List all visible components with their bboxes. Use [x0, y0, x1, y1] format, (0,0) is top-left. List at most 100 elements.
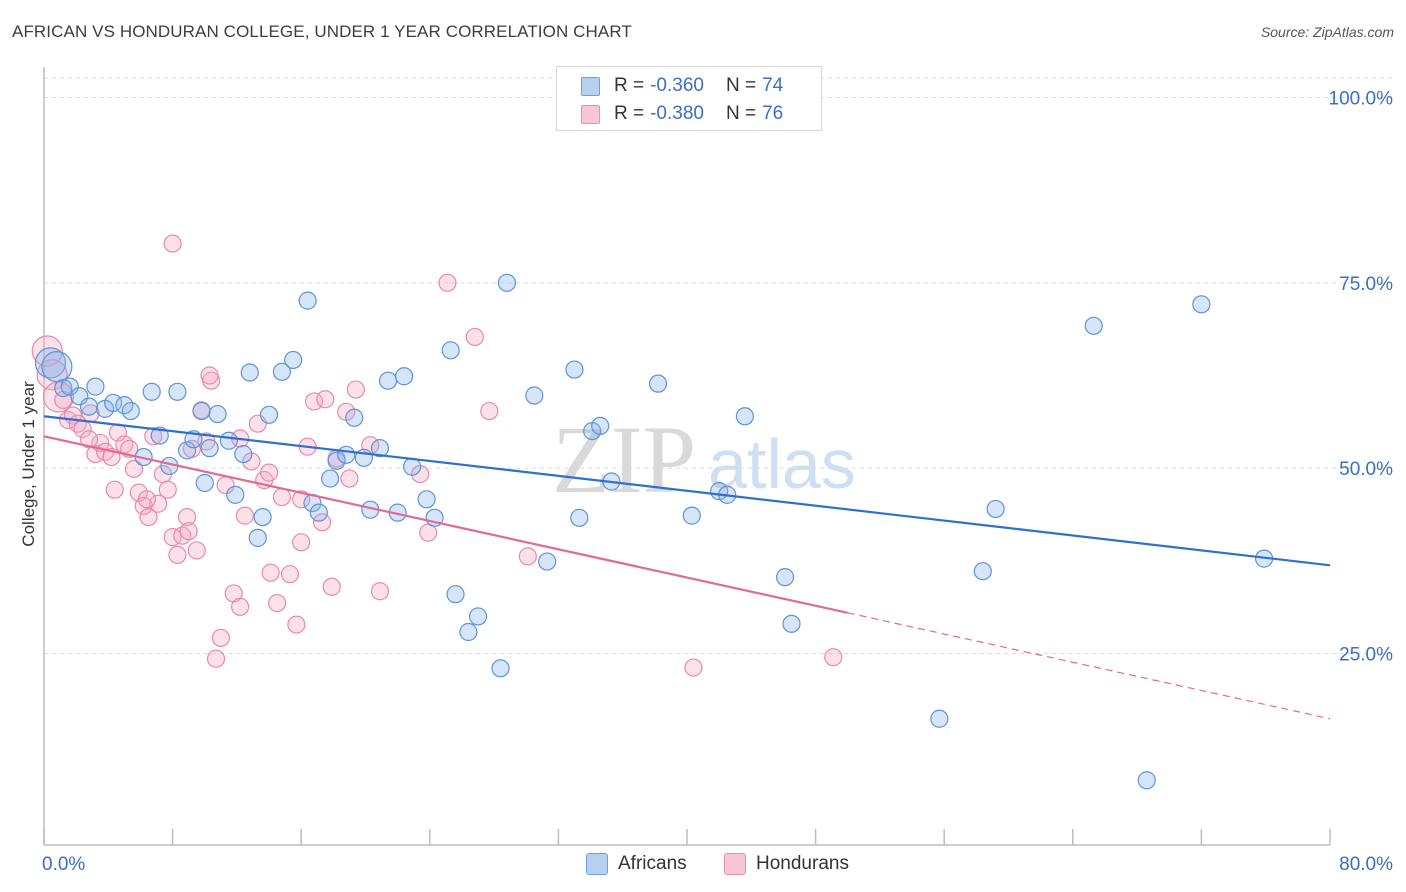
africans-point — [570, 508, 589, 527]
africans-point — [86, 377, 105, 396]
watermark-atlas: atlas — [708, 425, 856, 503]
hondurans-point — [346, 380, 365, 399]
africans-point — [441, 341, 460, 360]
y-tick-label: 75.0% — [1339, 274, 1393, 295]
hondurans-legend-label: Hondurans — [756, 853, 849, 874]
africans-point — [648, 374, 668, 393]
africans-point — [591, 416, 610, 436]
hondurans-point — [272, 487, 292, 507]
africans-point — [54, 379, 73, 398]
hondurans-point — [438, 273, 457, 292]
africans-point — [497, 273, 517, 292]
africans-point — [226, 485, 245, 504]
africans-point — [459, 622, 478, 642]
africans-point — [177, 441, 197, 460]
africans-point — [253, 507, 272, 527]
legend-row-hondurans: R = -0.380 N = 76 — [557, 101, 783, 127]
hondurans-point — [684, 658, 703, 677]
y-tick-label: 100.0% — [1329, 89, 1394, 110]
africans-point — [142, 382, 161, 401]
hondurans-point — [322, 577, 341, 596]
hondurans-legend-swatch — [724, 853, 746, 875]
y-tick-label: 50.0% — [1339, 459, 1393, 480]
hondurans-point — [304, 392, 324, 411]
africans-point — [370, 439, 390, 458]
africans-point — [284, 350, 303, 370]
hondurans-trend-line — [43, 435, 848, 614]
africans-point — [195, 473, 214, 493]
africans-point — [491, 659, 510, 678]
hondurans-point — [200, 366, 219, 385]
hondurans-point — [261, 563, 280, 582]
hondurans-point — [179, 522, 198, 541]
africans-point — [121, 401, 140, 421]
hondurans-point — [340, 469, 359, 488]
africans-point — [272, 362, 292, 381]
africans-point — [150, 426, 169, 445]
africans-point — [1192, 295, 1211, 314]
hondurans-point — [163, 234, 182, 253]
hondurans-point — [824, 648, 843, 667]
hondurans-point — [259, 463, 279, 482]
africans-point — [417, 490, 436, 509]
africans-legend-label: Africans — [618, 853, 687, 874]
africans-legend-swatch — [586, 853, 608, 875]
africans-point — [234, 444, 253, 464]
africans-point — [782, 614, 801, 633]
africans-point — [973, 562, 992, 581]
n-value: 74 — [762, 75, 784, 96]
africans-point — [200, 439, 219, 458]
hondurans-point — [370, 582, 390, 601]
hondurans-point — [144, 427, 163, 446]
hondurans-point — [235, 506, 255, 525]
hondurans-point — [316, 390, 335, 409]
hondurans-point — [163, 528, 182, 547]
r-value: -0.360 — [650, 75, 704, 96]
hondurans-point — [231, 597, 250, 616]
africans-point — [345, 408, 364, 427]
hondurans-point — [280, 565, 300, 584]
africans-point — [248, 528, 267, 547]
hondurans-point — [267, 593, 287, 613]
africans-point — [192, 401, 211, 421]
hondurans-point — [168, 545, 187, 565]
hondurans-point — [79, 430, 99, 449]
africans-point — [538, 552, 557, 571]
chart-title: AFRICAN VS HONDURAN COLLEGE, UNDER 1 YEA… — [12, 22, 632, 41]
africans-point — [104, 393, 123, 413]
watermark-zip: ZIP — [552, 406, 696, 513]
africans-point — [468, 607, 488, 626]
hondurans-point — [105, 480, 124, 499]
africans-point — [309, 503, 328, 522]
africans-swatch — [581, 76, 600, 96]
africans-point — [565, 360, 584, 379]
africans-point — [327, 451, 346, 470]
africans-point — [168, 382, 187, 401]
legend-item-africans: Africans — [586, 852, 687, 876]
africans-point — [394, 367, 414, 386]
hondurans-swatch — [581, 104, 600, 124]
legend-row-africans: R = -0.360 N = 74 — [557, 73, 783, 99]
r-label: R = — [614, 103, 645, 124]
stats-legend: R = -0.360 N = 74 R = -0.380 N = 76 — [556, 66, 822, 131]
hondurans-point — [518, 547, 537, 566]
n-value: 76 — [762, 103, 784, 124]
hondurans-point — [149, 494, 168, 513]
hondurans-point — [480, 401, 499, 421]
africans-point — [208, 404, 227, 424]
africans-point — [378, 371, 398, 390]
africans-trend-line — [43, 415, 1331, 567]
africans-point — [219, 431, 238, 450]
legend-item-hondurans: Hondurans — [724, 852, 849, 876]
hondurans-point — [177, 507, 197, 527]
r-label: R = — [614, 75, 645, 96]
hondurans-point — [292, 533, 311, 552]
x-tick-label: 80.0% — [1339, 854, 1393, 875]
hondurans-point — [287, 615, 306, 634]
africans-point — [403, 457, 422, 476]
africans-point — [259, 405, 279, 424]
africans-point — [41, 351, 73, 383]
hondurans-point — [465, 327, 484, 347]
hondurans-point — [137, 490, 156, 509]
